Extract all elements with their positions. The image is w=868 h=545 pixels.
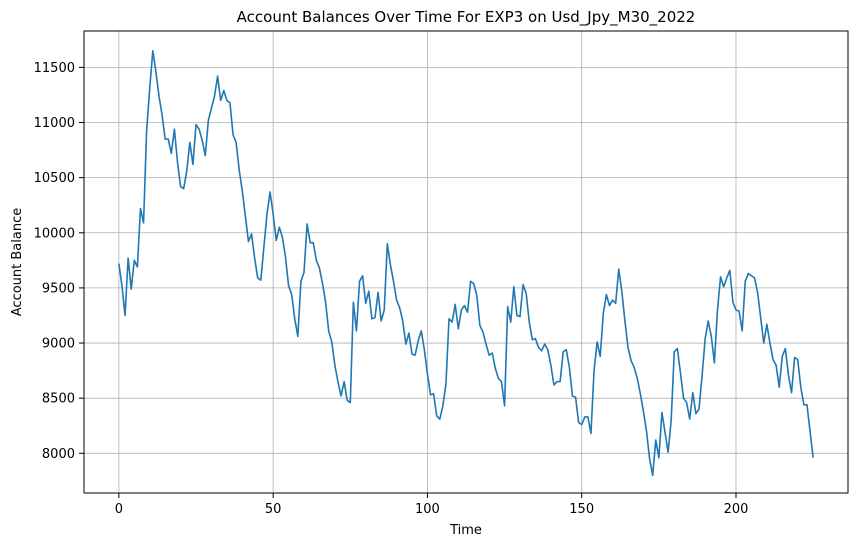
y-tick-label: 11500 bbox=[34, 61, 75, 76]
y-axis-label: Account Balance bbox=[10, 208, 25, 316]
ticks: 0 50 100 150 200 8000 8500 9000 9500 10000 10500 11… bbox=[34, 61, 749, 517]
series-line-layer bbox=[118, 50, 814, 477]
y-tick-label: 8500 bbox=[42, 392, 75, 407]
grid bbox=[84, 31, 848, 493]
x-tick-label: 0 bbox=[115, 502, 123, 517]
y-tick-label: 10000 bbox=[34, 226, 75, 241]
x-tick-label: 200 bbox=[724, 502, 749, 517]
x-tick-label: 50 bbox=[265, 502, 282, 517]
x-tick-label: 150 bbox=[569, 502, 594, 517]
plot-frame bbox=[83, 30, 849, 494]
y-tick-label: 9000 bbox=[42, 337, 75, 352]
series-line bbox=[118, 50, 814, 477]
y-tick-label: 10500 bbox=[34, 171, 75, 186]
chart-title: Account Balances Over Time For EXP3 on U… bbox=[237, 8, 696, 27]
y-tick-label: 9500 bbox=[42, 281, 75, 296]
x-axis-label: Time bbox=[449, 523, 482, 538]
y-tick-label: 8000 bbox=[42, 447, 75, 462]
y-tick-label: 11000 bbox=[34, 116, 75, 131]
x-tick-label: 100 bbox=[415, 502, 440, 517]
